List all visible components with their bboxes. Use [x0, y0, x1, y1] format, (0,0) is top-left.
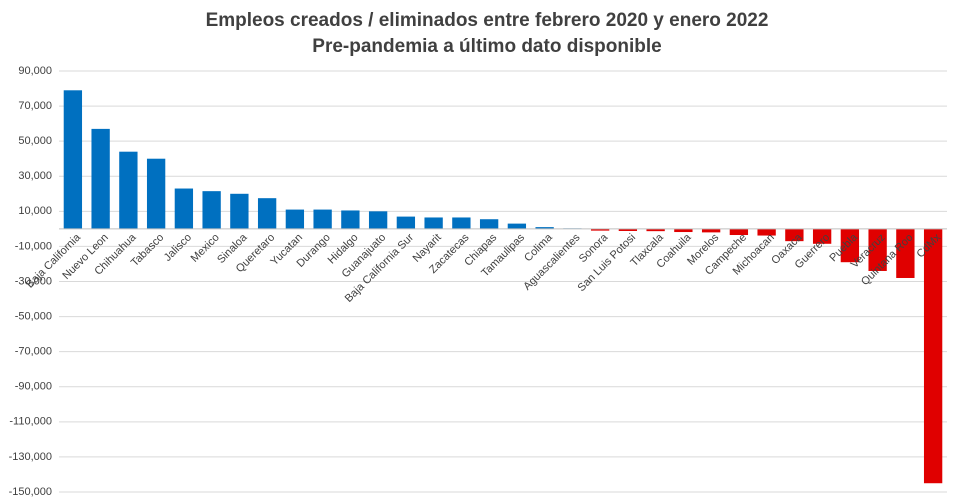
chart-subtitle: Pre-pandemia a último dato disponible: [312, 36, 661, 57]
bar: [535, 227, 554, 229]
y-tick-label: 90,000: [18, 65, 52, 77]
bar: [896, 228, 915, 278]
bar: [91, 128, 110, 229]
y-tick-label: 10,000: [18, 205, 52, 217]
bar: [313, 209, 332, 229]
bar: [785, 228, 804, 242]
bar: [368, 211, 388, 229]
bar: [396, 216, 416, 229]
bar: [424, 217, 443, 229]
bar: [590, 228, 610, 231]
bar: [507, 223, 527, 229]
y-tick-label: 70,000: [18, 100, 52, 112]
bar: [341, 210, 360, 229]
bar: [479, 219, 499, 229]
bar: [146, 158, 166, 229]
bar: [119, 151, 138, 229]
y-tick-label: -150,000: [9, 486, 52, 498]
y-tick-label: -30,000: [15, 275, 52, 287]
bar: [674, 228, 693, 233]
bar: [174, 188, 194, 229]
bar: [230, 193, 249, 229]
y-tick-label: -70,000: [15, 346, 52, 358]
bar: [452, 217, 471, 229]
y-tick-label: -110,000: [9, 416, 52, 428]
bar: [729, 228, 749, 236]
bar: [257, 198, 277, 229]
x-tick-label: Jalisco: [162, 232, 194, 264]
y-tick-label: -130,000: [9, 451, 52, 463]
bar: [701, 228, 721, 233]
y-tick-label: -10,000: [15, 240, 52, 252]
bar: [757, 228, 776, 236]
y-tick-label: 50,000: [18, 135, 52, 147]
bar: [646, 228, 665, 232]
y-tick-label: 30,000: [18, 170, 52, 182]
bar: [202, 191, 221, 229]
chart-title: Empleos creados / eliminados entre febre…: [206, 10, 769, 31]
bar: [618, 228, 638, 231]
bar: [285, 209, 305, 229]
y-tick-label: -50,000: [15, 310, 52, 322]
bar: [63, 90, 83, 229]
bar: [812, 228, 832, 244]
bar: [868, 228, 887, 271]
bar: [923, 228, 943, 484]
y-tick-label: -90,000: [15, 381, 52, 393]
bar: [840, 228, 860, 263]
